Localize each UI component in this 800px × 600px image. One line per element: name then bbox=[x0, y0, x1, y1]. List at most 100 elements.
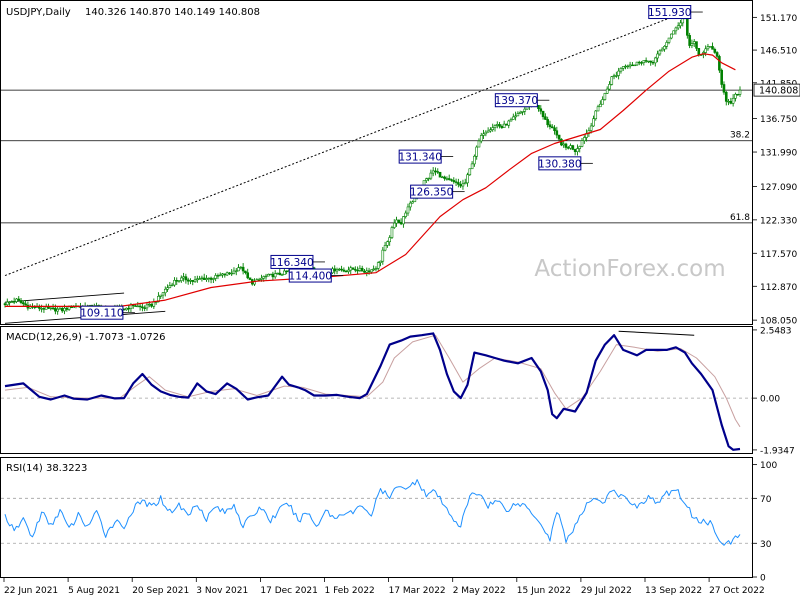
candle-body bbox=[491, 127, 495, 130]
candle-body bbox=[175, 280, 179, 282]
candle-body bbox=[539, 108, 543, 112]
candle-body bbox=[573, 149, 577, 152]
candle-body bbox=[22, 302, 25, 305]
candle-body bbox=[495, 124, 499, 126]
candle-body bbox=[404, 212, 408, 217]
price-panel bbox=[0, 0, 753, 325]
candle-body bbox=[239, 266, 243, 269]
candle-body bbox=[223, 273, 227, 276]
rsi-ytick-label: 30 bbox=[760, 540, 772, 550]
candle-body bbox=[644, 60, 648, 62]
candle-body bbox=[271, 273, 275, 278]
macd-ytick-label: -1.9347 bbox=[760, 446, 795, 456]
candle-body bbox=[555, 130, 559, 136]
price-ytick-label: 131.990 bbox=[760, 149, 797, 159]
x-tick-label: 22 Jun 2021 bbox=[4, 586, 58, 596]
candle-body bbox=[218, 274, 222, 277]
x-tick-label: 17 Dec 2021 bbox=[260, 586, 318, 596]
candle-body bbox=[431, 170, 435, 174]
candle-body bbox=[365, 270, 369, 273]
candle-body bbox=[706, 46, 710, 50]
candle-body bbox=[278, 272, 282, 276]
candle-body bbox=[379, 260, 382, 263]
candle-body bbox=[731, 97, 735, 104]
candle-body bbox=[193, 279, 197, 282]
price-ytick-label: 108.050 bbox=[760, 317, 797, 327]
price-label: 116.340 bbox=[270, 257, 313, 269]
candle-body bbox=[47, 306, 50, 309]
candle-body bbox=[736, 93, 740, 96]
candle-body bbox=[207, 277, 211, 280]
rsi-ytick-label: 70 bbox=[760, 495, 772, 505]
candle-body bbox=[523, 108, 527, 112]
candle-body bbox=[280, 274, 284, 276]
candle-body bbox=[516, 113, 520, 117]
candle-body bbox=[374, 268, 378, 270]
candle-body bbox=[354, 269, 357, 271]
candle-body bbox=[489, 129, 492, 132]
candle-body bbox=[656, 53, 659, 59]
candle-body bbox=[232, 270, 236, 274]
candle-body bbox=[184, 276, 188, 281]
candle-body bbox=[482, 133, 485, 136]
macd-ytick-label: 2.5483 bbox=[760, 326, 792, 336]
macd-panel bbox=[0, 326, 753, 454]
x-tick-label: 29 Jul 2022 bbox=[581, 586, 632, 596]
candle-body bbox=[425, 178, 428, 181]
candle-body bbox=[161, 292, 165, 296]
candle-body bbox=[676, 25, 680, 29]
candle-body bbox=[624, 65, 627, 68]
candle-body bbox=[688, 35, 691, 46]
candle-body bbox=[173, 280, 176, 286]
candle-body bbox=[376, 262, 380, 269]
candle-body bbox=[653, 57, 657, 64]
candle-body bbox=[557, 134, 561, 140]
candle-body bbox=[562, 143, 565, 146]
price-ytick-label: 112.870 bbox=[760, 283, 797, 293]
candle-body bbox=[49, 307, 53, 310]
candle-body bbox=[665, 42, 669, 47]
candle-body bbox=[720, 69, 723, 85]
candle-body bbox=[596, 106, 600, 112]
candle-body bbox=[486, 130, 490, 133]
candle-body bbox=[546, 119, 549, 126]
macd-line bbox=[4, 332, 741, 451]
candle-body bbox=[42, 308, 46, 310]
x-tick-label: 15 Jun 2022 bbox=[517, 586, 571, 596]
candle-body bbox=[477, 140, 481, 148]
candle-body bbox=[479, 135, 483, 142]
candle-body bbox=[383, 245, 387, 251]
candle-body bbox=[134, 305, 137, 307]
candle-body bbox=[51, 307, 55, 310]
x-tick-label: 2 May 2022 bbox=[453, 586, 506, 596]
candle-body bbox=[612, 75, 616, 78]
candle-body bbox=[608, 84, 611, 90]
candle-body bbox=[125, 307, 128, 311]
candle-body bbox=[679, 22, 682, 27]
candle-body bbox=[473, 155, 476, 165]
candle-body bbox=[729, 100, 733, 104]
candle-body bbox=[512, 116, 515, 120]
channel-line bbox=[4, 292, 125, 303]
candle-body bbox=[493, 125, 497, 128]
candle-body bbox=[196, 278, 199, 281]
candle-body bbox=[230, 272, 233, 275]
candle-body bbox=[170, 284, 174, 287]
candle-body bbox=[498, 124, 501, 127]
candle-body bbox=[17, 298, 21, 301]
candle-body bbox=[202, 277, 206, 280]
candle-body bbox=[260, 277, 263, 280]
price-label: 126.350 bbox=[410, 187, 453, 199]
price-label: 131.340 bbox=[398, 152, 441, 164]
candle-body bbox=[163, 288, 167, 294]
candle-body bbox=[658, 50, 662, 55]
candle-body bbox=[692, 41, 696, 44]
watermark: ActionForex.com bbox=[534, 256, 725, 282]
last-price-box bbox=[753, 83, 800, 97]
candle-body bbox=[333, 268, 337, 272]
candle-body bbox=[541, 110, 545, 118]
candle-body bbox=[372, 268, 375, 271]
candle-body bbox=[603, 93, 607, 100]
candle-body bbox=[337, 268, 341, 271]
trend-line bbox=[4, 11, 686, 277]
